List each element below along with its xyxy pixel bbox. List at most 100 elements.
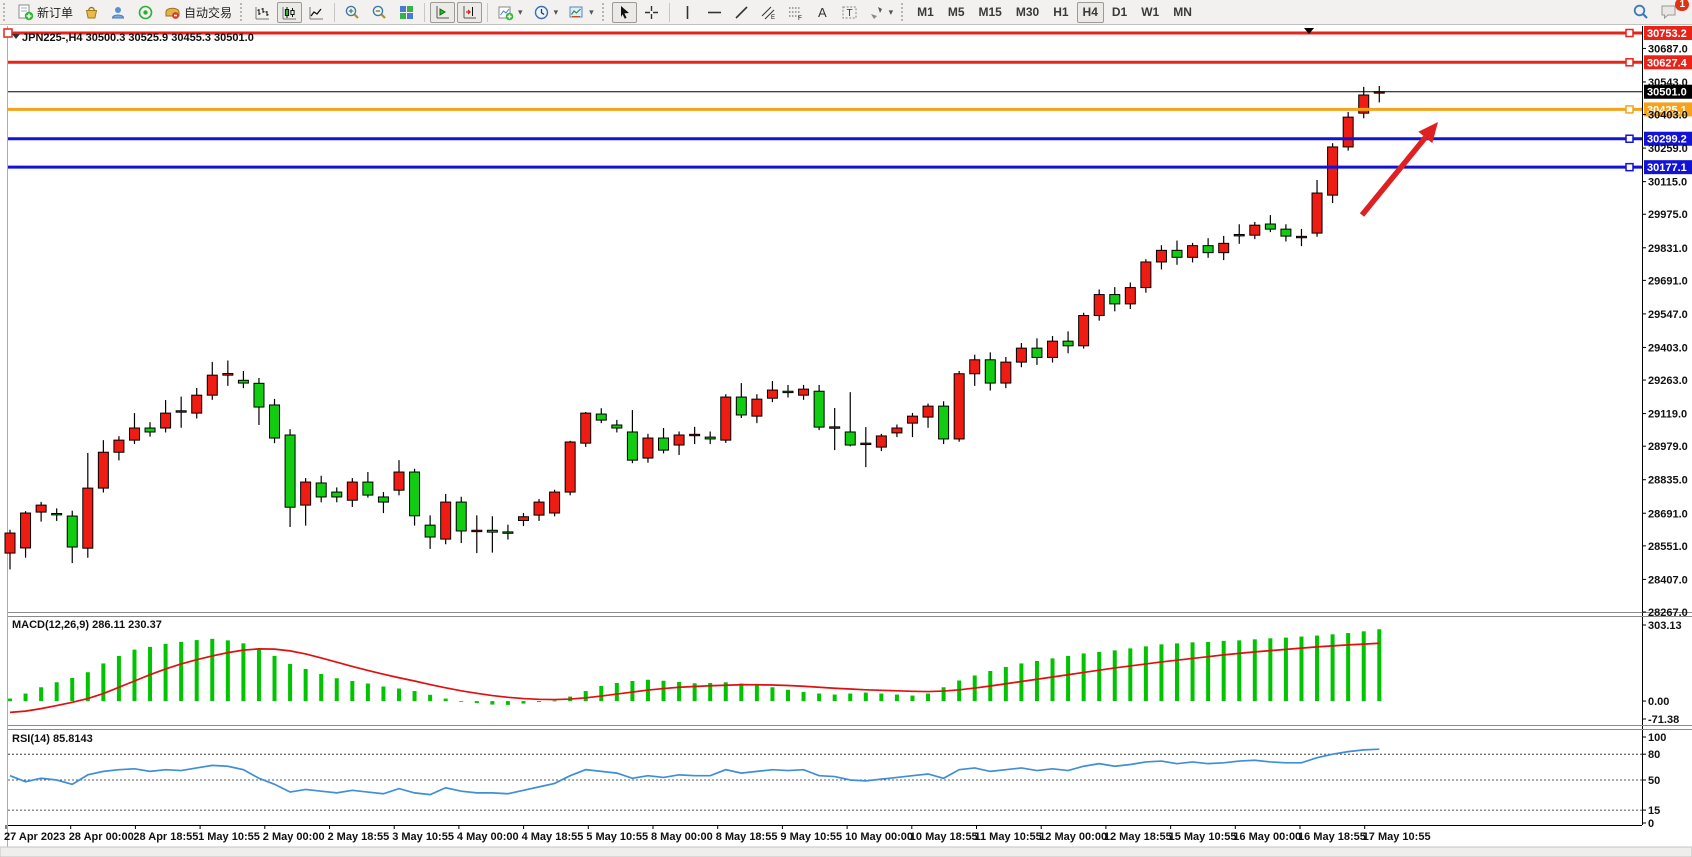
- toolbar-drag-handle[interactable]: [240, 3, 246, 21]
- toolbar-drag-handle[interactable]: [601, 3, 608, 21]
- macd-histogram-bar: [630, 681, 635, 702]
- macd-histogram-bar: [210, 638, 215, 702]
- time-label: 2 May 00:00: [263, 831, 325, 843]
- trend-arrow-head: [1418, 122, 1438, 144]
- timeframe-d1[interactable]: D1: [1106, 2, 1133, 23]
- indicators-icon: [498, 6, 514, 20]
- equidistant-channel-button[interactable]: E: [756, 2, 781, 23]
- price-tick-label: 29691.0: [1648, 275, 1688, 287]
- current-price-badge: [1644, 84, 1692, 99]
- timeframe-m5[interactable]: M5: [942, 2, 971, 23]
- autotrading-button[interactable]: 自动交易: [160, 2, 236, 23]
- macd-histogram-bar: [1346, 633, 1351, 702]
- candle-body: [20, 512, 32, 549]
- timeframe-w1[interactable]: W1: [1135, 2, 1165, 23]
- candlestick-chart-button[interactable]: [277, 1, 303, 23]
- tile-windows-button[interactable]: [394, 2, 419, 23]
- candle-body: [595, 413, 607, 421]
- toolbar-drag-handle[interactable]: [901, 3, 907, 21]
- macd-histogram-bar: [1159, 644, 1164, 702]
- candle-body: [393, 471, 405, 491]
- horizontal-line-icon: [707, 11, 721, 13]
- candle-body: [860, 442, 872, 446]
- candle-body: [875, 435, 887, 448]
- candle-body: [844, 431, 856, 446]
- indicator-collapse-triangle: [12, 34, 20, 39]
- crosshair-icon: [644, 5, 658, 19]
- macd-histogram-bar: [894, 694, 899, 702]
- candle-body: [642, 437, 654, 459]
- vertical-line-button[interactable]: [675, 2, 700, 23]
- rsi-tick-label: 80: [1648, 749, 1660, 761]
- macd-histogram-bar: [54, 682, 59, 702]
- market-button[interactable]: [79, 2, 104, 23]
- macd-histogram-bar: [288, 663, 293, 702]
- signals-button[interactable]: [133, 2, 158, 23]
- indicators-button[interactable]: ▾: [493, 2, 527, 23]
- trendline-button[interactable]: [729, 2, 754, 23]
- fibonacci-button[interactable]: F: [783, 2, 808, 23]
- timeframe-mn[interactable]: MN: [1167, 2, 1198, 23]
- price-tick-label: 28407.0: [1648, 574, 1688, 586]
- candle-body: [1171, 249, 1183, 258]
- macd-histogram-bar: [1361, 631, 1366, 702]
- timeframe-label: M1: [917, 5, 934, 19]
- chart-shift-button[interactable]: [430, 1, 456, 23]
- current-price-badge-label: 30501.0: [1647, 87, 1687, 99]
- macd-histogram-bar: [163, 643, 168, 702]
- macd-histogram-bar: [272, 655, 277, 702]
- candle-body: [1047, 340, 1059, 358]
- timeframe-m15[interactable]: M15: [973, 2, 1008, 23]
- zoom-out-button[interactable]: [367, 2, 392, 23]
- new-order-button[interactable]: 新订单: [13, 2, 77, 23]
- macd-histogram-bar: [1252, 639, 1257, 702]
- candle-body: [97, 451, 109, 489]
- price-tick-label: 29119.0: [1648, 409, 1687, 421]
- new-order-icon: [18, 4, 34, 20]
- timeframe-m1[interactable]: M1: [911, 2, 940, 23]
- auto-scroll-button[interactable]: [457, 1, 483, 23]
- rsi-tick-label: 100: [1648, 732, 1666, 744]
- cursor-button[interactable]: [611, 1, 637, 23]
- candle-body: [673, 434, 685, 446]
- text-button[interactable]: A: [810, 2, 835, 23]
- timeframe-h4[interactable]: H4: [1076, 1, 1104, 23]
- macd-histogram-bar: [1066, 655, 1071, 702]
- candle-body: [128, 427, 140, 441]
- macd-histogram-bar: [101, 663, 106, 702]
- notification-count-badge[interactable]: 1: [1675, 0, 1689, 11]
- candle-body: [362, 481, 374, 496]
- tile-windows-icon: [400, 5, 414, 19]
- templates-button[interactable]: ▾: [564, 2, 598, 23]
- toolbar: 新订单 自动交易 ▾ ▾: [0, 0, 1692, 25]
- macd-histogram-bar: [319, 673, 324, 702]
- periods-button[interactable]: ▾: [529, 2, 563, 23]
- line-handle: [1625, 28, 1634, 38]
- search-button[interactable]: [1628, 2, 1654, 23]
- macd-histogram-bar: [397, 688, 401, 702]
- community-icon: [112, 6, 125, 18]
- line-chart-button[interactable]: [304, 2, 329, 23]
- chart-title: JPN225-,H4 30500.3 30525.9 30455.3 30501…: [22, 32, 254, 44]
- macd-histogram-bar: [879, 693, 884, 702]
- candle-body: [1000, 361, 1012, 384]
- macd-histogram-bar: [739, 683, 744, 702]
- timeframe-m30[interactable]: M30: [1010, 2, 1045, 23]
- macd-histogram-bar: [708, 683, 713, 702]
- notifications-button[interactable]: [1656, 2, 1683, 23]
- timeframe-h1[interactable]: H1: [1047, 2, 1074, 23]
- candle-body: [1280, 228, 1292, 237]
- candle-body: [424, 524, 436, 538]
- time-label: 28 Apr 00:00: [69, 831, 134, 843]
- community-button[interactable]: [106, 2, 131, 23]
- zoom-in-button[interactable]: [340, 2, 365, 23]
- horizontal-line-button[interactable]: [702, 2, 727, 23]
- time-label: 5 May 10:55: [586, 831, 648, 843]
- bar-chart-button[interactable]: [250, 2, 275, 23]
- toolbar-drag-handle[interactable]: [3, 3, 9, 21]
- line-handle: [1625, 162, 1634, 172]
- crosshair-button[interactable]: [639, 2, 664, 23]
- macd-tick-label: 0.00: [1648, 696, 1669, 708]
- arrows-button[interactable]: ▾: [864, 2, 898, 23]
- text-label-button[interactable]: T: [837, 2, 862, 23]
